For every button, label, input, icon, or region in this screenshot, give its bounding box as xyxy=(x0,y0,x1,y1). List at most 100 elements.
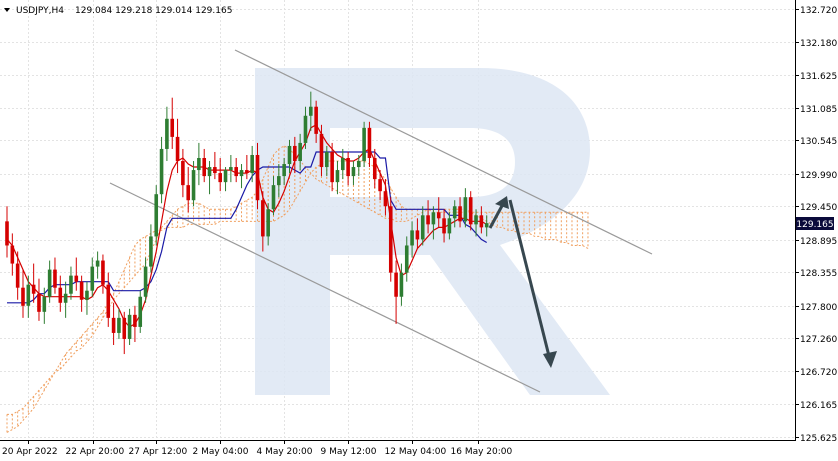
price-tick-label: 131.625 xyxy=(800,72,837,82)
candle-body xyxy=(346,158,350,177)
candle-body xyxy=(101,260,105,285)
candle-body xyxy=(362,127,366,162)
candle-body xyxy=(138,296,143,327)
candle-body xyxy=(21,287,25,306)
candle-body xyxy=(372,158,377,180)
candle-body xyxy=(399,272,404,297)
candle-body xyxy=(404,245,409,273)
candle-body xyxy=(277,176,281,186)
candle-body xyxy=(79,281,84,300)
time-tick-label: 16 May 20:00 xyxy=(451,447,513,457)
candle-body xyxy=(143,266,148,297)
price-tick-label: 131.085 xyxy=(800,105,837,115)
time-tick-label: 12 May 04:00 xyxy=(385,447,447,457)
candle-body xyxy=(26,284,31,306)
candle-body xyxy=(388,206,393,273)
forecast-arrow-up xyxy=(488,203,505,229)
candle-body xyxy=(175,136,180,162)
candle-body xyxy=(255,154,260,201)
current-price-tag-bg xyxy=(796,217,834,230)
candle-body xyxy=(69,275,73,294)
candle-body xyxy=(319,133,324,168)
symbol-timeframe-label: USDJPY,H4 xyxy=(16,6,64,16)
candle-body xyxy=(63,293,68,303)
price-axis[interactable]: 132.720 132.180 131.625 131.085 130.545 129.9… xyxy=(795,6,837,444)
price-tick-label: 129.450 xyxy=(800,203,837,213)
candle-body xyxy=(474,215,478,225)
candle-body xyxy=(426,215,430,225)
price-tick-label: 130.545 xyxy=(800,137,837,147)
candle-body xyxy=(351,167,356,177)
candle-body xyxy=(335,170,340,183)
price-tick-label: 132.720 xyxy=(800,6,837,16)
candle-body xyxy=(122,317,127,339)
candle-body xyxy=(383,191,388,207)
candle-body xyxy=(314,106,318,134)
candle-body xyxy=(170,118,175,137)
candle-body xyxy=(442,218,446,234)
candle-body xyxy=(111,317,116,333)
candle-body xyxy=(74,275,79,282)
candle-body xyxy=(261,200,265,237)
candle-body xyxy=(245,170,249,174)
candle-body xyxy=(165,118,169,149)
price-tick-label: 128.895 xyxy=(800,237,837,247)
candle-body xyxy=(356,161,361,168)
candle-body xyxy=(186,185,191,201)
candle-body xyxy=(410,230,414,246)
candle-body xyxy=(191,170,196,201)
candle-body xyxy=(149,236,153,267)
candle-body xyxy=(127,314,132,339)
candle-body xyxy=(207,167,212,177)
candle-body xyxy=(202,158,207,177)
candle-body xyxy=(330,151,334,183)
candle-body xyxy=(340,158,345,171)
price-tick-label: 128.355 xyxy=(800,269,837,279)
candle-body xyxy=(303,115,308,143)
channel-upper-line xyxy=(234,49,653,255)
candle-body xyxy=(463,197,468,222)
candle-body xyxy=(436,212,441,219)
candle-body xyxy=(58,287,63,303)
price-tick-label: 126.165 xyxy=(800,401,837,411)
candle-body xyxy=(431,212,436,225)
candle-body xyxy=(117,317,121,333)
time-tick-label: 4 May 20:00 xyxy=(257,447,313,457)
time-axis[interactable]: 20 Apr 2022 22 Apr 20:00 27 Apr 12:00 2 May… xyxy=(2,440,512,457)
time-tick-label: 9 May 12:00 xyxy=(321,447,377,457)
chart-header: USDJPY,H4 129.084 129.218 129.014 129.16… xyxy=(4,6,232,16)
ohlc-values-label: 129.084 129.218 129.014 129.165 xyxy=(75,6,232,16)
candle-body xyxy=(452,206,457,219)
candle-body xyxy=(447,218,452,234)
candle-body xyxy=(229,167,233,171)
dropdown-triangle-icon[interactable] xyxy=(4,8,10,12)
candle-body xyxy=(223,170,228,183)
candle-body xyxy=(239,170,244,177)
price-tick-label: 125.625 xyxy=(800,434,837,444)
candle-body xyxy=(309,106,313,116)
candle-body xyxy=(218,173,222,183)
time-tick-label: 2 May 04:00 xyxy=(193,447,249,457)
candle-body xyxy=(266,209,270,237)
candle-body xyxy=(53,269,57,288)
price-tick-label: 129.990 xyxy=(800,171,837,181)
candle-body xyxy=(458,206,462,222)
current-price-label: 129.165 xyxy=(796,220,833,230)
candle-body xyxy=(484,223,489,228)
candle-body xyxy=(282,164,286,177)
candle-body xyxy=(154,194,159,237)
candle-body xyxy=(197,158,201,171)
time-tick-label: 27 Apr 12:00 xyxy=(129,447,188,457)
candle-body xyxy=(479,215,484,228)
forecast-arrowhead-down xyxy=(543,351,557,368)
candle-body xyxy=(271,185,276,210)
candle-body xyxy=(37,293,41,312)
current-price-tag: 129.165 xyxy=(796,217,834,230)
candle-body xyxy=(106,284,111,318)
candle-body xyxy=(367,127,372,159)
price-tick-label: 126.720 xyxy=(800,368,837,378)
forecast-arrow-down xyxy=(508,199,551,357)
candle-body xyxy=(415,230,420,240)
